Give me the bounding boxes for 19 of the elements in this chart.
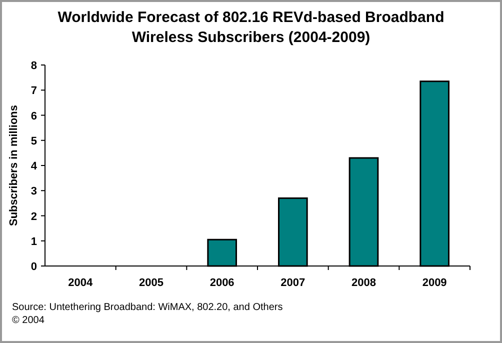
x-tick-label: 2007 xyxy=(280,277,306,289)
y-tick-label: 2 xyxy=(30,210,37,223)
text: © 2004 xyxy=(12,315,45,326)
x-tick-label: 2009 xyxy=(422,277,447,289)
chart-title: Worldwide Forecast of 802.16 REVd-based Broadband Wireless Subscribers (2004-2009) xyxy=(58,9,444,46)
y-tick-label: 1 xyxy=(30,236,37,248)
y-tick-label: 8 xyxy=(30,60,37,72)
y-tick-label: 4 xyxy=(30,160,38,172)
y-tick-label: 6 xyxy=(30,110,37,122)
x-tick-label: 2004 xyxy=(68,277,94,289)
x-tick-label: 2006 xyxy=(210,277,234,289)
y-tick-label: 5 xyxy=(30,135,37,148)
y-tick-label: 0 xyxy=(30,261,37,273)
x-tick-label: 2008 xyxy=(352,277,376,289)
y-axis-title: Subscribers in millions xyxy=(8,104,20,226)
source-note: Source: Untethering Broadband: WiMAX, 802.20, and Others xyxy=(12,302,283,313)
x-tick-label: 2005 xyxy=(139,277,164,289)
y-tick-label: 7 xyxy=(30,85,37,98)
y-tick-label: 3 xyxy=(30,186,37,198)
